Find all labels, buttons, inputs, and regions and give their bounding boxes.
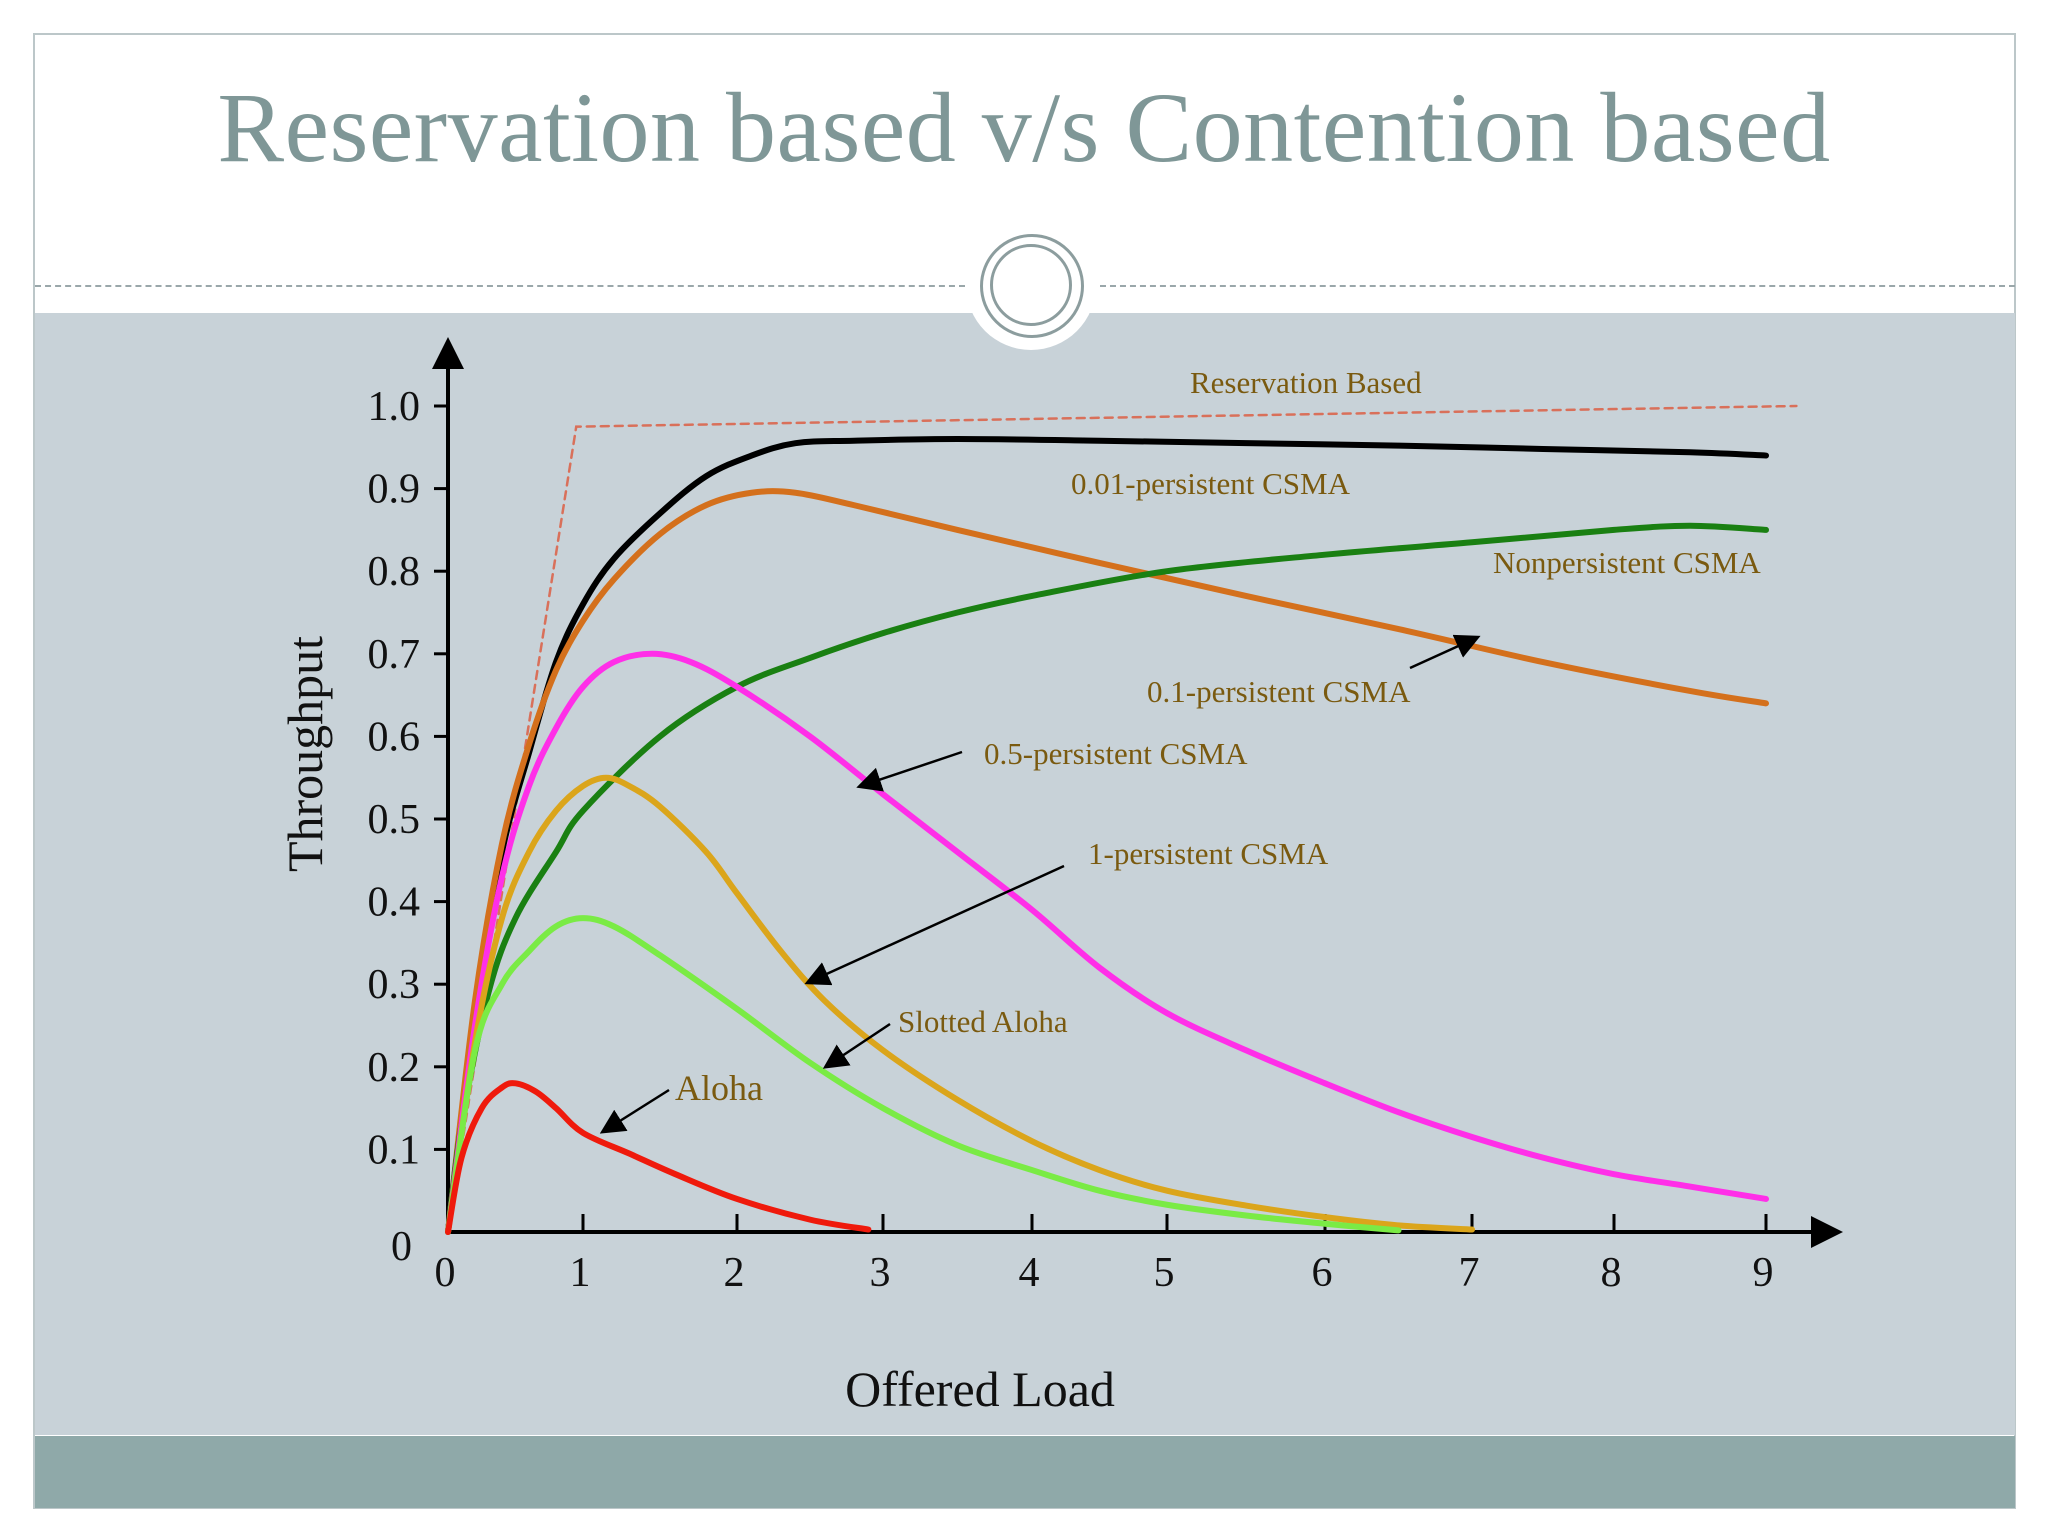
y-tick-label: 1.0 (368, 384, 421, 430)
y-tick-label: 0.2 (368, 1045, 421, 1091)
series-line-nonpersistent-csma (445, 522, 1769, 1235)
annotation-aloha: Aloha (675, 1068, 763, 1108)
annotation-arrow-slotted-aloha (822, 1022, 891, 1069)
y-tick-label: 0.6 (368, 714, 421, 760)
annotation-0-1-persistent-csma: 0.1-persistent CSMA (1147, 674, 1411, 709)
series-line-1-persistent-csma (445, 774, 1475, 1235)
title-divider-left (35, 285, 965, 287)
series-lines (445, 404, 1798, 1235)
y-tick-label: 0.3 (368, 962, 421, 1008)
annotation-arrow-1-persistent-csma (804, 864, 1065, 986)
x-axis-title: Offered Load (845, 1361, 1115, 1417)
x-tick-label: 3 (870, 1250, 891, 1296)
x-tick-label: 8 (1601, 1250, 1622, 1296)
annotation-slotted-aloha: Slotted Aloha (898, 1004, 1068, 1039)
x-tick-label: 7 (1459, 1250, 1480, 1296)
x-tick-label: 0 (435, 1250, 456, 1296)
title-divider-right (1100, 285, 2015, 287)
footer-bar (35, 1436, 2015, 1508)
ornament-inner-ring (990, 244, 1072, 326)
y-tick-label: 0.4 (368, 880, 421, 926)
annotation-0-5-persistent-csma: 0.5-persistent CSMA (984, 736, 1248, 771)
annotation-arrow-aloha (599, 1088, 670, 1134)
circle-ornament-icon (966, 220, 1096, 350)
x-tick-label: 4 (1019, 1250, 1040, 1296)
x-tick-label: 1 (570, 1250, 591, 1296)
series-line-aloha (445, 1080, 872, 1235)
series-line-slotted-aloha (445, 915, 1402, 1235)
y-tick-label: 0 (391, 1224, 412, 1270)
y-tick-label: 0.5 (368, 797, 421, 843)
series-line-0-5-persistent-csma (445, 650, 1769, 1235)
axes: 0 1 2 3 4 5 6 7 8 9 0 0.1 0.2 0.3 0.4 0.5 0.6 0.7 0.8 0.9 1.… (368, 337, 1843, 1296)
annotation-1-persistent-csma: 1-persistent CSMA (1088, 836, 1329, 871)
slide-title: Reservation based v/s Contention based (217, 72, 1831, 183)
ornament-outer-ring (980, 234, 1084, 338)
x-tick-label: 5 (1154, 1250, 1175, 1296)
annotation-nonpersistent-csma: Nonpersistent CSMA (1493, 545, 1761, 580)
x-tick-label: 6 (1312, 1250, 1333, 1296)
series-line-0-1-persistent-csma (445, 488, 1769, 1235)
y-tick-label: 0.9 (368, 467, 421, 513)
y-tick-label: 0.1 (368, 1127, 421, 1173)
chart-panel (35, 313, 2015, 1435)
annotation-0-01-persistent-csma: 0.01-persistent CSMA (1071, 466, 1351, 501)
annotation-arrow-0-5-persistent-csma (856, 750, 963, 792)
y-tick-label: 0.8 (368, 549, 421, 595)
annotation-arrow-0-1-persistent-csma (1409, 634, 1481, 670)
annotation-reservation-based: Reservation Based (1190, 365, 1422, 400)
y-axis-title: Throughput (277, 636, 333, 872)
x-tick-label: 9 (1753, 1250, 1774, 1296)
annotations: Reservation Based 0.01-persistent CSMA Non… (599, 365, 1761, 1134)
y-tick-label: 0.7 (368, 632, 421, 678)
x-tick-label: 2 (724, 1250, 745, 1296)
